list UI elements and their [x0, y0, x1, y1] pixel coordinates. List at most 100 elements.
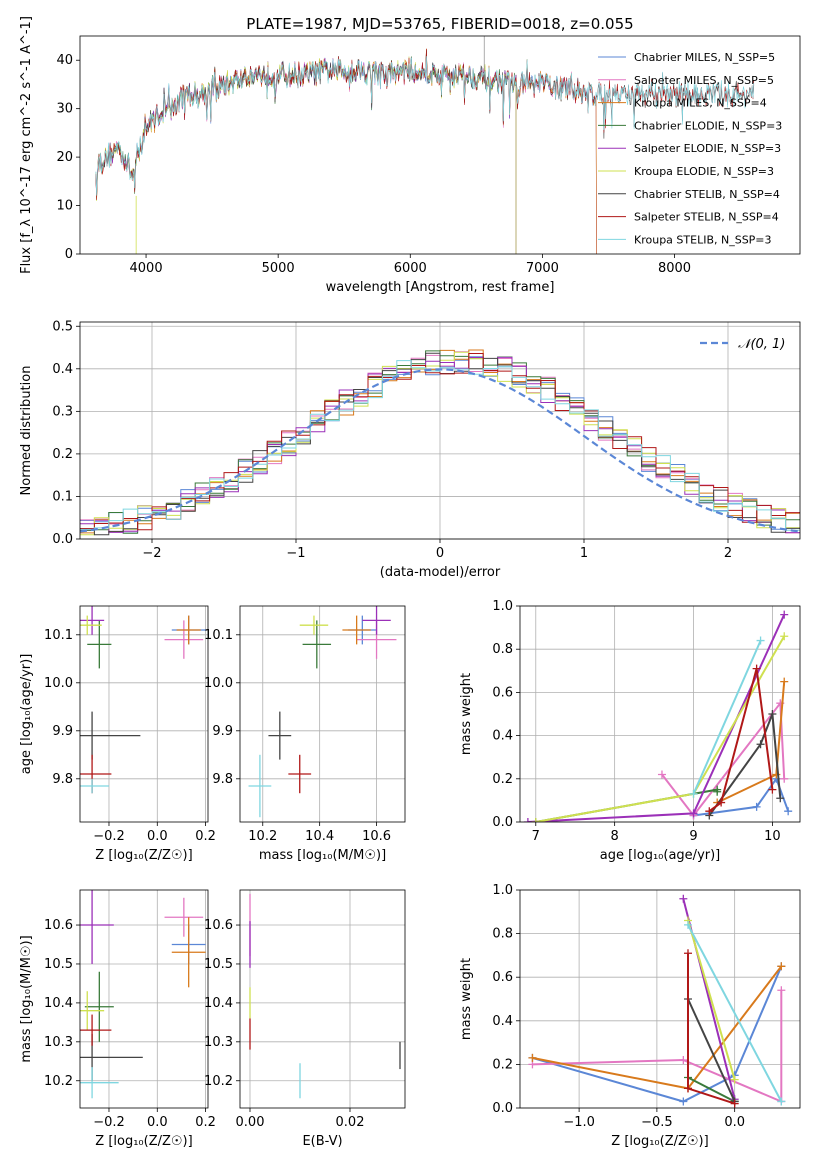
x-tick-label: 8000 — [658, 261, 691, 276]
y-tick-label: 0.0 — [492, 1101, 513, 1116]
mw-z-frame — [519, 889, 801, 1109]
x-tick-label: 2 — [724, 546, 732, 561]
series-line — [527, 614, 786, 822]
series-marker — [756, 740, 765, 749]
series-line — [693, 776, 790, 817]
x-tick-label: 6000 — [394, 261, 427, 276]
legend-entry: 𝒩(0, 1) — [738, 337, 785, 352]
x-tick-label: −1 — [286, 546, 305, 561]
y-tick-label: 10.0 — [204, 676, 233, 691]
y-tick-label: 0.2 — [492, 772, 513, 787]
y-tick-label: 0.2 — [492, 1057, 513, 1072]
mass-ebv-axes — [240, 890, 405, 1108]
series-marker — [679, 1097, 688, 1106]
x-tick-label: 9 — [689, 829, 697, 844]
series-marker — [780, 610, 789, 619]
y-tick-label: 0.5 — [52, 319, 73, 334]
x-axis-label: age [log₁₀(age/yr)] — [600, 848, 721, 863]
series-marker — [730, 1075, 739, 1084]
mass-ebv-points — [249, 893, 401, 1099]
histogram-chabrier-stelib — [80, 352, 800, 536]
x-tick-label: 5000 — [262, 261, 295, 276]
x-tick-label: 1 — [580, 546, 588, 561]
x-tick-label: 8 — [611, 829, 619, 844]
series-marker — [784, 807, 793, 816]
series-marker — [684, 1084, 692, 1093]
series-marker — [679, 894, 688, 903]
age-mass-axes — [240, 606, 405, 822]
y-tick-label: 20 — [56, 150, 73, 165]
y-tick-label: 10 — [56, 199, 73, 214]
legend-entry: Salpeter ELODIE, N_SSP=3 — [634, 142, 781, 155]
y-tick-label: 10.2 — [44, 1074, 73, 1089]
series-line — [692, 640, 762, 795]
series-line — [687, 998, 736, 1102]
series-marker — [730, 1099, 739, 1108]
legend-entry: Kroupa ELODIE, N_SSP=3 — [634, 165, 774, 178]
chart-title: PLATE=1987, MJD=53765, FIBERID=0018, z=0… — [246, 15, 633, 33]
y-tick-label: 10.4 — [204, 996, 233, 1011]
x-tick-label: −1.0 — [563, 1115, 595, 1130]
series-marker — [756, 636, 765, 645]
y-tick-label: 0.2 — [52, 447, 73, 462]
y-tick-label: 40 — [56, 53, 73, 68]
x-tick-label: −0.5 — [641, 1115, 673, 1130]
mw-age-frame — [519, 605, 801, 823]
age-mass-frame — [239, 605, 406, 823]
x-axis-label: (data-model)/error — [380, 565, 501, 580]
histogram-steps — [80, 349, 800, 536]
y-tick-label: 10.6 — [204, 918, 233, 933]
series-marker — [776, 794, 785, 803]
series-line — [532, 990, 783, 1104]
x-tick-label: 0 — [436, 546, 444, 561]
series-marker — [713, 787, 722, 796]
series-marker — [531, 818, 540, 822]
y-tick-label: 0.1 — [52, 489, 73, 504]
x-axis-label: wavelength [Angstrom, rest frame] — [326, 280, 555, 295]
series-marker — [777, 986, 786, 995]
age-mass-points — [248, 606, 397, 818]
y-axis-label: age [log₁₀(age/yr)] — [19, 654, 34, 775]
spectrum-kroupa-stelib — [95, 56, 755, 196]
mass-z-frame — [79, 889, 209, 1109]
y-tick-label: 0.0 — [52, 532, 73, 547]
y-tick-label: 10.4 — [44, 996, 73, 1011]
y-tick-label: 10.5 — [204, 957, 233, 972]
series-marker — [752, 664, 761, 673]
legend-entry: Chabrier ELODIE, N_SSP=3 — [634, 119, 782, 132]
series-marker — [689, 809, 698, 818]
series-marker — [780, 677, 789, 686]
legend-entry: Kroupa MILES, N_SSP=4 — [634, 97, 767, 110]
y-axis-label: Normed distribution — [19, 366, 34, 496]
normal-curve — [80, 368, 800, 533]
y-tick-label: 0.4 — [492, 729, 513, 744]
series-line — [708, 713, 782, 817]
mw-z-axes — [520, 889, 800, 1109]
y-tick-label: 0.6 — [492, 685, 513, 700]
series-marker — [684, 920, 692, 929]
y-axis-label: Flux [f_λ 10^-17 erg cm^-2 s^-1 A^-1] — [19, 16, 34, 274]
mass-ebv-frame — [239, 889, 406, 1109]
series-marker — [523, 818, 532, 822]
y-tick-label: 0.4 — [492, 1014, 513, 1029]
legend-entry: Salpeter STELIB, N_SSP=4 — [634, 211, 779, 224]
series-line — [708, 668, 774, 813]
y-tick-label: 0.4 — [52, 362, 73, 377]
spectrum-chabrier-miles — [95, 54, 597, 254]
y-axis-label: mass weight — [459, 958, 474, 1040]
x-tick-label: 0.0 — [147, 1115, 168, 1130]
series-marker — [528, 1053, 537, 1062]
x-axis-label: Z [log₁₀(Z/Z☉)] — [611, 1134, 708, 1149]
series-marker — [705, 807, 714, 816]
x-tick-label: 10 — [764, 829, 781, 844]
y-tick-label: 10.6 — [44, 918, 73, 933]
spectrum-frame — [79, 35, 801, 255]
y-tick-label: 9.8 — [52, 772, 73, 787]
legend-entry: Salpeter MILES, N_SSP=5 — [634, 74, 774, 87]
x-tick-label: 7 — [532, 829, 540, 844]
series-marker — [679, 1056, 688, 1065]
series-line — [687, 924, 783, 1102]
series-marker — [777, 962, 786, 971]
series-marker — [752, 802, 761, 811]
x-tick-label: 10.4 — [305, 829, 334, 844]
